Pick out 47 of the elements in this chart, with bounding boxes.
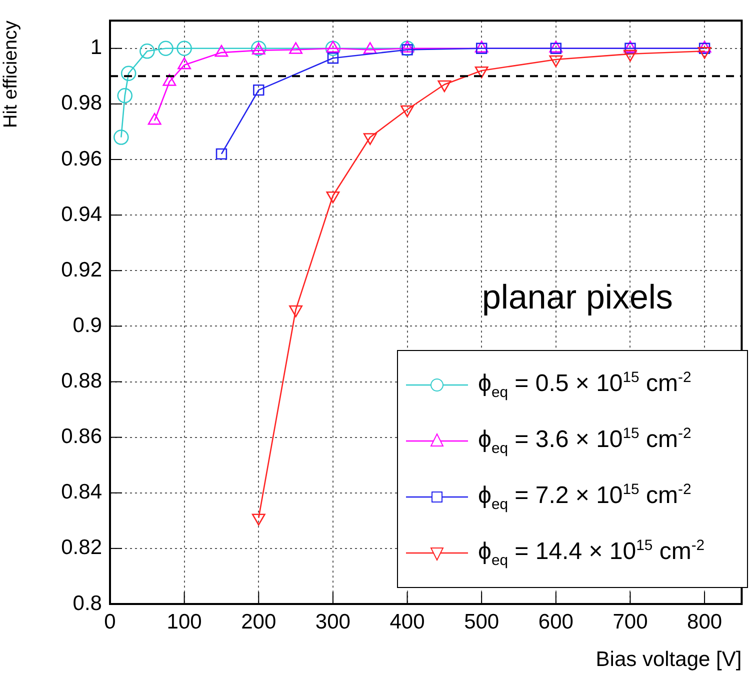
point bbox=[326, 191, 340, 204]
legend-label: ϕ$_{eq}$ = 7.2 × 10$^{15}$ cm$^{-2}$ bbox=[478, 482, 692, 512]
point bbox=[624, 50, 637, 62]
y-tick-label: 0.8 bbox=[72, 592, 102, 615]
point bbox=[438, 80, 452, 92]
point bbox=[363, 133, 377, 145]
legend-label: ϕ$_{eq}$ = 0.5 × 10$^{15}$ cm$^{-2}$ bbox=[478, 370, 692, 400]
y-tick-label: 0.88 bbox=[61, 370, 102, 393]
point bbox=[253, 84, 264, 96]
point bbox=[400, 105, 414, 118]
point bbox=[158, 40, 174, 56]
y-tick-label: 0.86 bbox=[61, 425, 102, 448]
y-axis-title: Hit efficiency bbox=[0, 20, 22, 128]
point bbox=[140, 44, 155, 59]
point bbox=[120, 66, 136, 82]
point bbox=[549, 55, 563, 68]
y-tick-label: 1 bbox=[90, 36, 102, 60]
legend-label: ϕ$_{eq}$ = 14.4 × 10$^{15}$ cm$^{-2}$ bbox=[478, 538, 705, 568]
x-tick-label: 800 bbox=[687, 610, 722, 634]
point bbox=[325, 40, 341, 56]
point bbox=[176, 40, 192, 56]
y-tick-label: 0.96 bbox=[61, 147, 102, 170]
annotation: planar pixels bbox=[482, 278, 673, 316]
point bbox=[252, 514, 266, 526]
point bbox=[400, 40, 415, 56]
point bbox=[327, 52, 339, 64]
x-tick-label: 500 bbox=[464, 610, 500, 634]
y-tick-label: 0.98 bbox=[61, 92, 102, 115]
x-tick-label: 400 bbox=[390, 610, 425, 634]
y-tick-label: 0.82 bbox=[61, 536, 102, 560]
point bbox=[117, 88, 133, 104]
legend-label: ϕ$_{eq}$ = 3.6 × 10$^{15}$ cm$^{-2}$ bbox=[478, 426, 692, 456]
point bbox=[289, 305, 303, 318]
point bbox=[216, 148, 228, 160]
x-tick-label: 0 bbox=[104, 610, 116, 634]
x-tick-label: 200 bbox=[241, 610, 276, 634]
y-tick-label: 0.94 bbox=[61, 202, 102, 226]
x-tick-label: 300 bbox=[315, 610, 350, 634]
x-tick-label: 700 bbox=[612, 610, 648, 634]
y-tick-label: 0.84 bbox=[61, 480, 102, 504]
x-axis-title: Bias voltage [V] bbox=[596, 648, 742, 672]
x-tick-label: 600 bbox=[538, 610, 574, 634]
point bbox=[114, 130, 129, 145]
point bbox=[474, 66, 488, 78]
y-tick-label: 0.9 bbox=[72, 314, 102, 337]
x-tick-label: 100 bbox=[166, 610, 202, 634]
y-tick-label: 0.92 bbox=[61, 258, 102, 282]
